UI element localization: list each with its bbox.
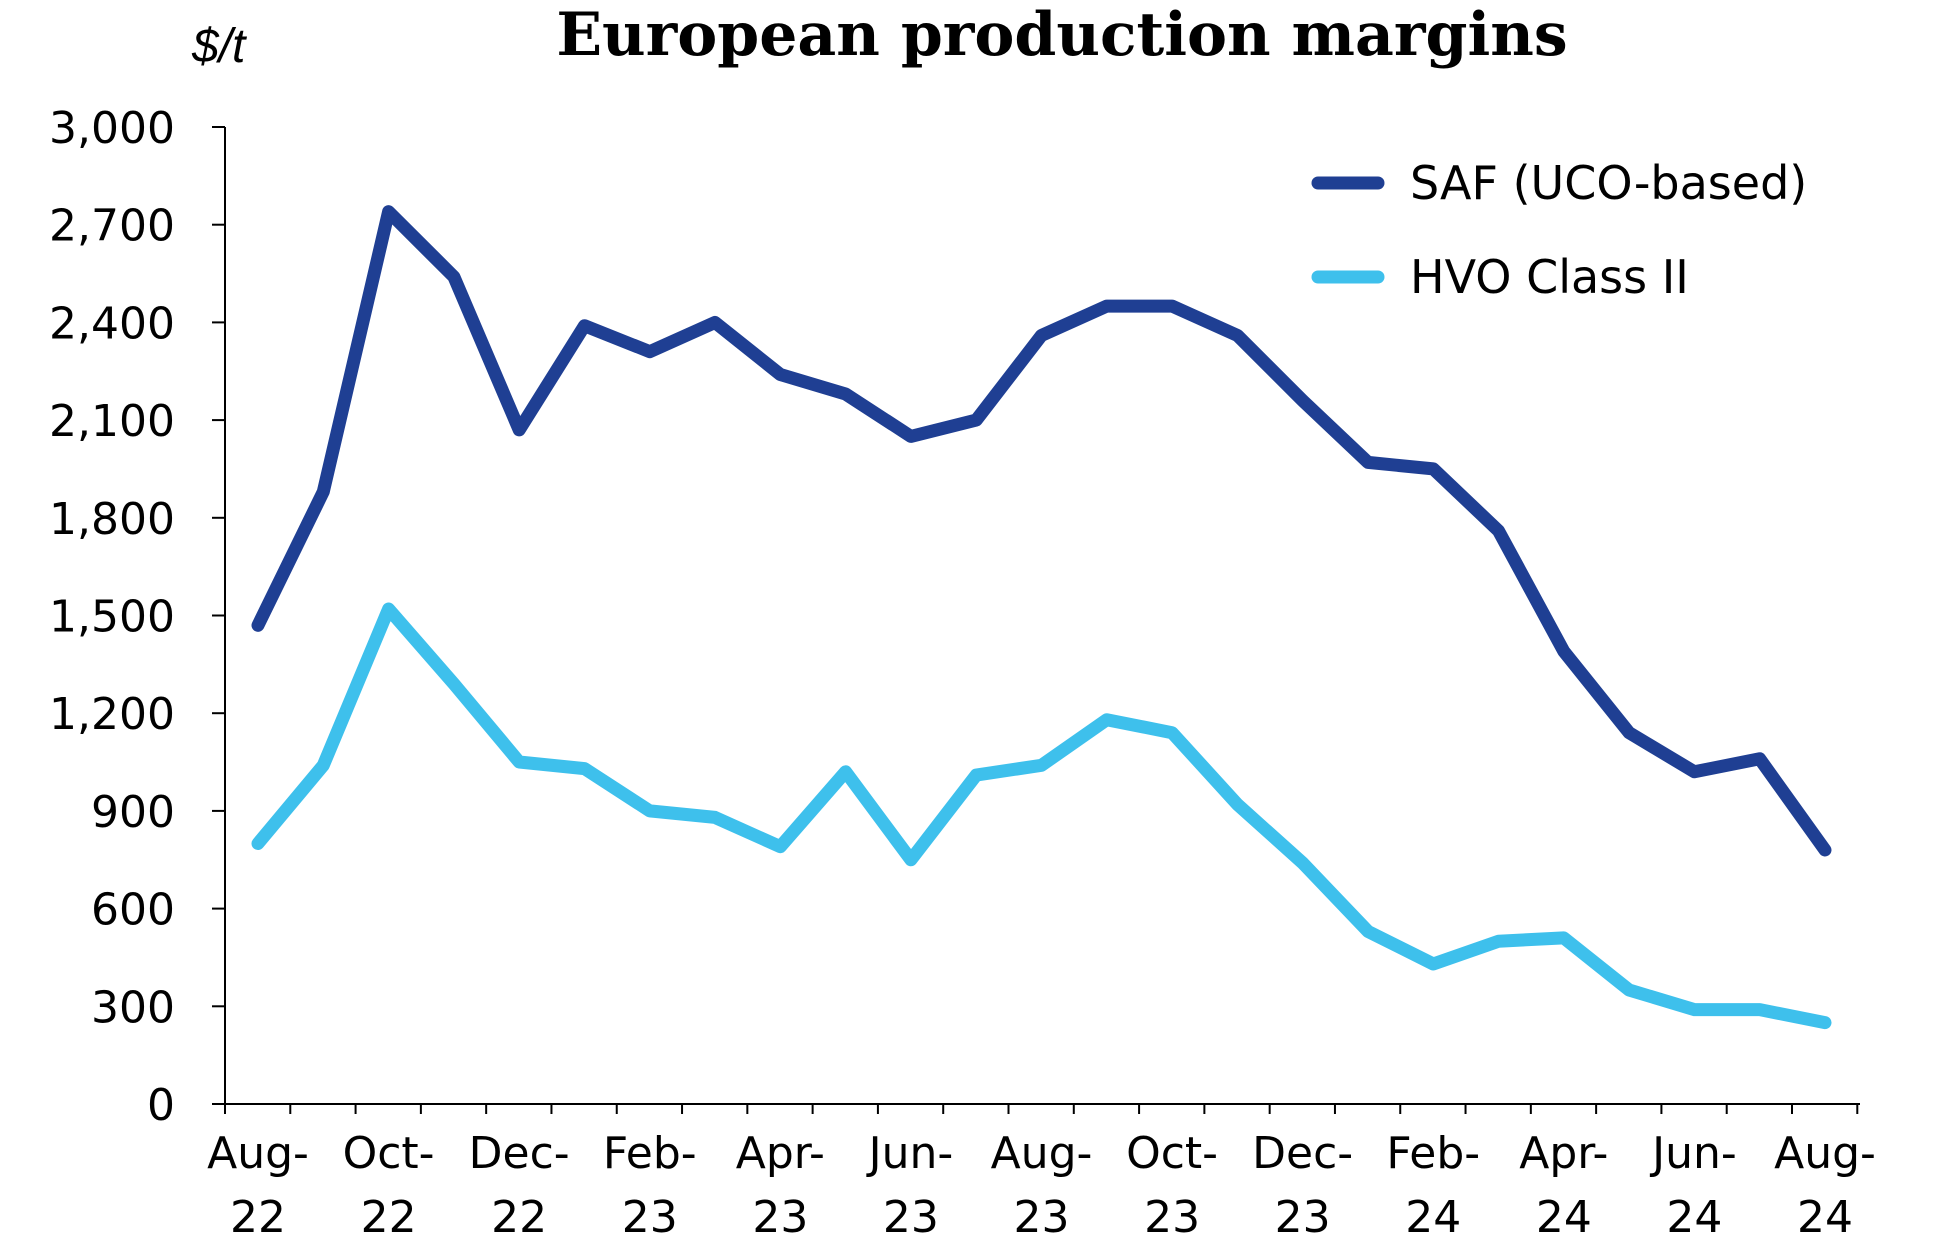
x-tick-label: Feb- <box>1386 1128 1480 1179</box>
legend-label: SAF (UCO-based) <box>1410 156 1807 210</box>
x-tick-label: 22 <box>361 1192 417 1243</box>
x-tick-label: Dec- <box>469 1128 570 1179</box>
x-tick-label: 23 <box>883 1192 939 1243</box>
x-tick-label: Aug- <box>1774 1128 1876 1179</box>
x-tick-label: 24 <box>1536 1192 1592 1243</box>
x-tick-label: 23 <box>1014 1192 1070 1243</box>
legend: SAF (UCO-based) HVO Class II <box>1311 156 1807 304</box>
x-tick-label: Aug- <box>207 1128 309 1179</box>
series-lines <box>251 205 1832 1030</box>
legend-label: HVO Class II <box>1410 250 1689 304</box>
y-axis-unit: $/t <box>191 20 247 73</box>
y-tick-label: 600 <box>91 885 175 936</box>
x-tick-label: 22 <box>491 1192 547 1243</box>
x-tick-label: 24 <box>1405 1192 1461 1243</box>
x-tick-label: 23 <box>1144 1192 1200 1243</box>
x-tick-label: Dec- <box>1252 1128 1353 1179</box>
x-tick-label: Feb- <box>603 1128 697 1179</box>
y-tick-label: 2,100 <box>49 396 175 447</box>
series-line-saf <box>251 205 1832 857</box>
x-tick-label: 23 <box>622 1192 678 1243</box>
y-tick-label: 3,000 <box>49 103 175 154</box>
x-axis: Aug- 22 Oct- 22 Dec- 22 Feb- 23 Apr- 23 Jun- 23 Aug-… <box>207 1103 1876 1243</box>
y-tick-label: 2,400 <box>49 298 175 349</box>
y-tick-label: 300 <box>91 982 175 1033</box>
y-tick-label: 900 <box>91 787 175 838</box>
y-tick-label: 1,800 <box>49 494 175 545</box>
x-tick-label: Jun- <box>1649 1128 1737 1179</box>
y-axis: 0 300 600 900 1,200 1,500 1,800 2,100 2,400 2,700… <box>49 103 226 1131</box>
y-tick-label: 1,200 <box>49 689 175 740</box>
y-tick-label: 0 <box>147 1080 175 1131</box>
x-tick-label: 23 <box>1275 1192 1331 1243</box>
x-tick-label: Aug- <box>991 1128 1093 1179</box>
x-tick-label: 23 <box>752 1192 808 1243</box>
y-tick-label: 2,700 <box>49 201 175 252</box>
chart-title: European production margins <box>556 0 1567 70</box>
x-tick-label: 24 <box>1797 1192 1853 1243</box>
x-tick-label: Apr- <box>1519 1128 1608 1179</box>
x-tick-label: 24 <box>1666 1192 1722 1243</box>
x-tick-label: 22 <box>230 1192 286 1243</box>
x-tick-label: Apr- <box>736 1128 825 1179</box>
series-line-hvo <box>251 602 1832 1030</box>
x-tick-label: Oct- <box>1126 1128 1218 1179</box>
y-tick-label: 1,500 <box>49 592 175 643</box>
x-tick-label: Jun- <box>866 1128 954 1179</box>
x-tick-label: Oct- <box>343 1128 435 1179</box>
